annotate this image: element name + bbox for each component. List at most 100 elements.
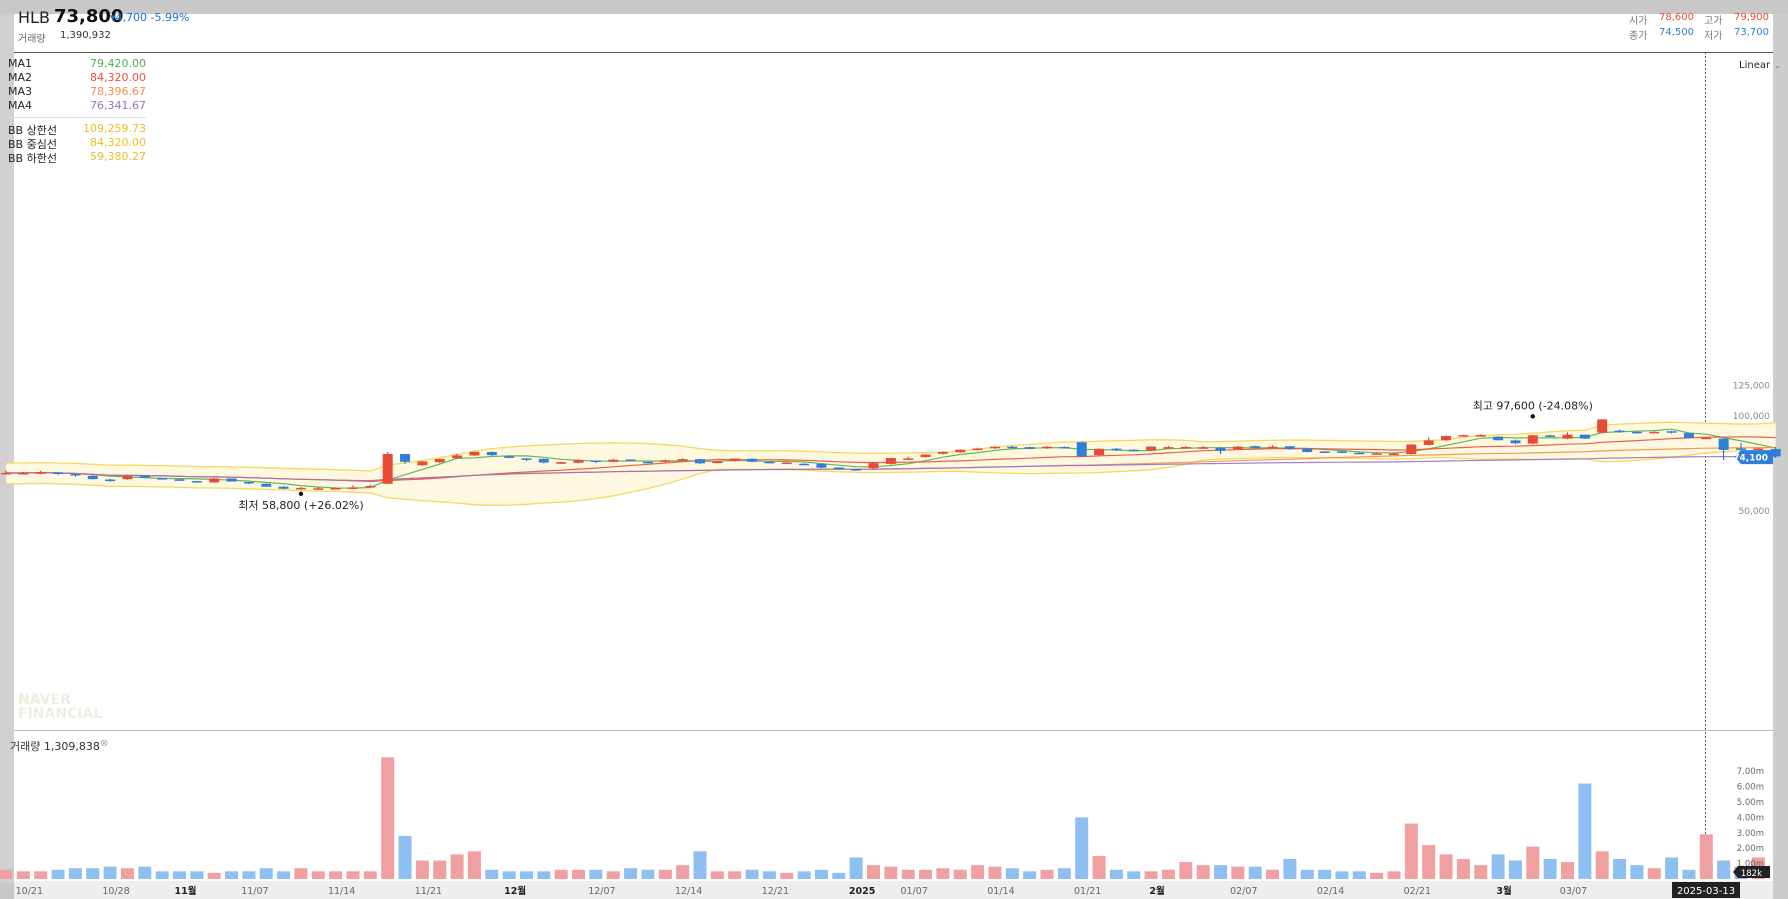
volume-bar bbox=[1630, 865, 1644, 879]
volume-bar bbox=[1352, 871, 1366, 879]
candle-body bbox=[1631, 431, 1642, 434]
volume-bar bbox=[884, 866, 898, 879]
volume-bar bbox=[1595, 851, 1609, 879]
volume-bar bbox=[1231, 866, 1245, 879]
candle-body bbox=[920, 454, 931, 458]
volume-bar bbox=[1439, 854, 1453, 879]
volume-bar bbox=[225, 871, 239, 879]
candle-body bbox=[209, 478, 220, 483]
legend-name: MA2 bbox=[8, 71, 33, 84]
y-tick-label: 125,000 bbox=[1733, 381, 1770, 391]
candle-body bbox=[1649, 431, 1660, 434]
volume-bar bbox=[190, 871, 204, 879]
volume-bar bbox=[1613, 858, 1627, 879]
candle-body bbox=[660, 460, 671, 462]
legend-name: MA3 bbox=[8, 85, 33, 98]
volume-bar bbox=[797, 871, 811, 879]
legend-row: BB 상한선 109,259.73 bbox=[8, 122, 146, 137]
candle-body bbox=[677, 459, 688, 461]
x-tick-label: 10/28 bbox=[102, 886, 129, 897]
legend-value: 109,259.73 bbox=[83, 122, 146, 135]
volume-bar bbox=[1561, 862, 1574, 879]
candle-body bbox=[1475, 435, 1486, 437]
candle-body bbox=[989, 446, 1000, 449]
volume-bar bbox=[485, 869, 499, 879]
candle-body bbox=[625, 459, 636, 462]
candle-body bbox=[243, 481, 254, 484]
x-tick-label: 11/21 bbox=[415, 886, 442, 897]
x-tick-label: 01/21 bbox=[1074, 886, 1101, 897]
x-tick-label: 12월 bbox=[504, 885, 526, 897]
candle-body bbox=[157, 478, 168, 480]
scale-toggle-button[interactable]: Linear ⌄ bbox=[1739, 60, 1782, 71]
annotation-label: 최저 58,800 (+26.02%) bbox=[238, 499, 363, 512]
volume-tick-label: 6.00m bbox=[1737, 783, 1764, 793]
volume-bar bbox=[363, 871, 377, 879]
candle-body bbox=[868, 463, 879, 469]
candle-body bbox=[504, 456, 515, 458]
candle-body bbox=[955, 449, 966, 453]
candle-body bbox=[885, 458, 896, 464]
candle-body bbox=[903, 458, 914, 460]
x-tick-label: 01/07 bbox=[901, 886, 928, 897]
volume-tick-label: 3.00m bbox=[1737, 829, 1764, 839]
candle-body bbox=[729, 458, 740, 462]
price-marker-label: 74,100 bbox=[1733, 454, 1768, 464]
volume-bar bbox=[988, 866, 1002, 879]
volume-bar bbox=[311, 871, 325, 879]
candle-body bbox=[365, 486, 376, 488]
candle-body bbox=[1736, 448, 1746, 450]
candle-body bbox=[937, 452, 948, 454]
candle-body bbox=[1215, 447, 1226, 451]
price-change: ▾4,700 -5.99% bbox=[110, 11, 189, 24]
candle-body bbox=[695, 459, 705, 464]
x-tick-label: 2025 bbox=[849, 886, 875, 897]
low-label: 저가 bbox=[1704, 31, 1723, 42]
current-price: 73,800 bbox=[54, 6, 124, 27]
volume-bar bbox=[1370, 872, 1384, 879]
annotation-dot bbox=[298, 491, 304, 496]
candle-body bbox=[1562, 434, 1573, 439]
close-icon[interactable]: ⊗ bbox=[100, 738, 109, 749]
volume-bar bbox=[381, 757, 395, 879]
volume-bar bbox=[919, 869, 933, 879]
candle-body bbox=[174, 479, 185, 481]
candle-body bbox=[105, 479, 116, 482]
volume-bar bbox=[676, 865, 690, 879]
candle-body bbox=[608, 459, 619, 462]
candle-body bbox=[1007, 446, 1018, 449]
volume-bar bbox=[277, 871, 291, 879]
volume-bar bbox=[971, 865, 985, 879]
volume-bar bbox=[762, 871, 776, 879]
volume-bar bbox=[849, 857, 863, 879]
volume-bar bbox=[1526, 846, 1540, 879]
x-last-date-tag bbox=[1672, 882, 1740, 898]
legend-value: 59,380.27 bbox=[90, 150, 146, 163]
candle-body bbox=[1146, 446, 1157, 451]
volume-bar bbox=[641, 869, 655, 879]
volume-bar bbox=[1335, 871, 1349, 879]
legend-value: 84,320.00 bbox=[90, 71, 146, 84]
volume-bar bbox=[86, 868, 100, 879]
volume-bar bbox=[138, 866, 152, 879]
volume-bar bbox=[589, 869, 603, 879]
volume-bar bbox=[1092, 855, 1106, 879]
candle-body bbox=[1441, 436, 1452, 441]
volume-bar bbox=[1266, 869, 1280, 879]
volume-bar bbox=[745, 869, 759, 879]
candle-body bbox=[1701, 437, 1712, 440]
open-value: 78,600 bbox=[1659, 12, 1694, 23]
legend-name: MA1 bbox=[8, 57, 33, 70]
volume-bar bbox=[467, 851, 481, 879]
volume-bar bbox=[693, 851, 707, 879]
candle-body bbox=[1163, 447, 1174, 449]
volume-bar bbox=[1508, 860, 1522, 879]
volume-bar bbox=[1318, 869, 1332, 879]
x-tick-label: 01/14 bbox=[987, 886, 1014, 897]
volume-bar bbox=[1161, 869, 1175, 879]
volume-bar bbox=[1023, 871, 1037, 879]
volume-bar bbox=[1543, 858, 1557, 879]
candle-body bbox=[764, 461, 775, 464]
